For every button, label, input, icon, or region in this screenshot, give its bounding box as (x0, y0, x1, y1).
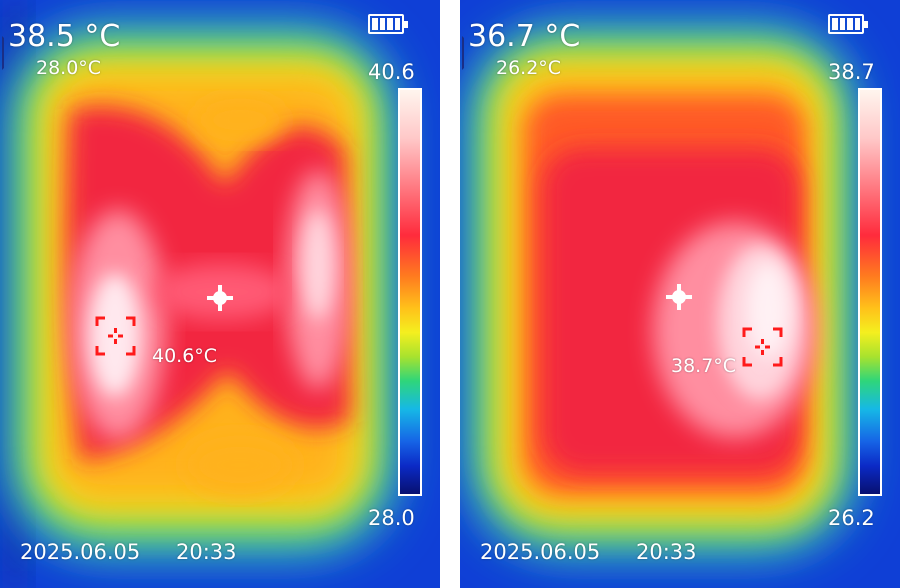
capture-time: 20:33 (636, 540, 697, 564)
min-temperature: 28.0°C (36, 57, 102, 79)
capture-date: 2025.06.05 (20, 540, 141, 564)
scale-max-label: 38.7 (828, 60, 875, 84)
color-scale-bar (858, 88, 882, 496)
hotspot-temperature: 38.7°C (671, 355, 737, 377)
min-temperature: 26.2°C (496, 57, 562, 79)
hotspot-temperature: 40.6°C (152, 345, 218, 367)
battery-icon (368, 14, 408, 34)
scale-min-label: 26.2 (828, 506, 875, 530)
center-temperature: 36.7 °C (468, 19, 581, 54)
center-temperature: 38.5 °C (8, 19, 121, 54)
capture-date: 2025.06.05 (480, 540, 601, 564)
battery-icon (828, 14, 868, 34)
hotspot-marker-icon (95, 316, 136, 356)
thermal-panel-left: 38.5 °C 28.0°C 40.6 28.0 40.6°C 2025.06.… (0, 0, 440, 588)
thermal-panel-right: 36.7 °C 26.2°C 38.7 26.2 38.7°C 2025.06.… (460, 0, 900, 588)
crosshair-icon (207, 285, 233, 311)
frame-bracket-icon (462, 36, 476, 70)
color-scale-bar (398, 88, 422, 496)
capture-time: 20:33 (176, 540, 237, 564)
scale-max-label: 40.6 (368, 60, 415, 84)
scale-min-label: 28.0 (368, 506, 415, 530)
hotspot-marker-icon (742, 327, 783, 367)
thermal-image (460, 0, 900, 588)
thermal-image (0, 0, 440, 588)
frame-bracket-icon (2, 36, 16, 70)
crosshair-icon (666, 284, 692, 310)
